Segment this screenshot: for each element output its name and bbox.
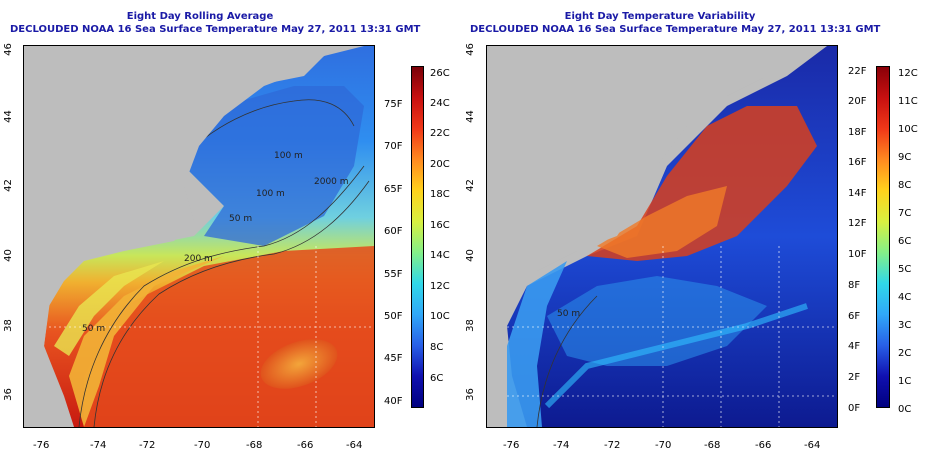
left-contour-label-5: 50 m [82,324,105,334]
left-cb-f-70: 70F [384,141,403,152]
left-ytick-42: 42 [2,179,14,192]
left-cb-f-50: 50F [384,311,403,322]
right-title-line1: Eight Day Temperature Variability [564,11,756,22]
right-cb-c-9: 9C [898,152,912,163]
left-cb-c-10: 10C [430,311,450,322]
right-cb-c-6: 6C [898,236,912,247]
left-xtick-64: -64 [346,440,363,451]
left-cb-f-60: 60F [384,226,403,237]
left-cb-f-55: 55F [384,269,403,280]
right-cb-c-5: 5C [898,264,912,275]
right-ytick-46: 46 [464,43,476,56]
right-cb-f-8: 8F [848,280,861,291]
left-cb-f-65: 65F [384,184,403,195]
left-ytick-40: 40 [2,249,14,262]
right-xtick-68: -68 [704,440,721,451]
left-contour-label-1: 100 m [256,189,285,199]
left-xtick-72: -72 [139,440,156,451]
right-ytick-42: 42 [464,179,476,192]
right-cb-c-3: 3C [898,320,912,331]
left-xtick-66: -66 [297,440,314,451]
right-xtick-76: -76 [503,440,520,451]
right-cb-f-0: 0F [848,403,861,414]
left-cb-f-40: 40F [384,396,403,407]
left-ytick-36: 36 [2,388,14,401]
left-title-line2: DECLOUDED NOAA 16 Sea Surface Temperatur… [10,24,421,35]
bathymetry-contour-icon [78,165,365,427]
right-cb-f-16: 16F [848,157,867,168]
right-cb-c-8: 8C [898,180,912,191]
right-cb-c-7: 7C [898,208,912,219]
left-xtick-74: -74 [90,440,107,451]
left-cb-c-26: 26C [430,68,450,79]
right-cb-c-4: 4C [898,292,912,303]
right-ytick-36: 36 [464,388,476,401]
right-cb-f-14: 14F [848,188,867,199]
left-xtick-76: -76 [33,440,50,451]
right-cb-c-10: 10C [898,124,918,135]
right-cb-c-12: 12C [898,68,918,79]
left-cb-f-75: 75F [384,99,403,110]
right-ytick-38: 38 [464,319,476,332]
coastline-icon [24,46,344,427]
left-sst-map: 100 m 100 m 2000 m 50 m 200 m 50 m [23,45,375,428]
left-contour-label-2: 2000 m [314,177,349,187]
right-xtick-72: -72 [604,440,621,451]
right-xtick-74: -74 [553,440,570,451]
right-xtick-64: -64 [804,440,821,451]
left-ytick-44: 44 [2,110,14,123]
left-cb-c-14: 14C [430,250,450,261]
left-cb-c-22: 22C [430,128,450,139]
right-xtick-66: -66 [755,440,772,451]
right-cb-c-1: 1C [898,376,912,387]
right-contour-label-0: 50 m [557,309,580,319]
right-colorbar [876,66,890,408]
left-colorbar [411,66,424,408]
left-cb-c-18: 18C [430,189,450,200]
left-contour-label-4: 200 m [184,254,213,264]
left-cb-c-12: 12C [430,281,450,292]
left-cb-c-8: 8C [430,342,444,353]
right-cb-f-20: 20F [848,96,867,107]
right-ytick-40: 40 [464,249,476,262]
right-cb-c-2: 2C [898,348,912,359]
left-title-line1: Eight Day Rolling Average [126,11,274,22]
left-cb-c-6: 6C [430,373,444,384]
right-xtick-70: -70 [655,440,672,451]
left-cb-c-24: 24C [430,98,450,109]
right-cb-f-6: 6F [848,311,861,322]
right-cb-f-22: 22F [848,66,867,77]
right-cb-f-12: 12F [848,218,867,229]
right-cb-f-2: 2F [848,372,861,383]
right-variability-map-image: 50 m [487,46,837,427]
left-contour-label-3: 50 m [229,214,252,224]
bathymetry-contour-icon [536,295,598,427]
right-cb-c-11: 11C [898,96,918,107]
left-cb-c-20: 20C [430,159,450,170]
left-xtick-70: -70 [194,440,211,451]
right-title-line2: DECLOUDED NOAA 16 Sea Surface Temperatur… [470,24,881,35]
right-cb-f-18: 18F [848,127,867,138]
right-cb-c-0: 0C [898,404,912,415]
left-cb-f-45: 45F [384,353,403,364]
left-cb-c-16: 16C [430,220,450,231]
right-cb-f-4: 4F [848,341,861,352]
left-ytick-46: 46 [2,43,14,56]
right-cb-f-10: 10F [848,249,867,260]
right-variability-map: 50 m [486,45,838,428]
left-sst-map-image: 100 m 100 m 2000 m 50 m 200 m 50 m [24,46,374,427]
coastline-icon [487,46,807,427]
left-ytick-38: 38 [2,319,14,332]
right-ytick-44: 44 [464,110,476,123]
left-contour-label-0: 100 m [274,151,303,161]
left-xtick-68: -68 [246,440,263,451]
